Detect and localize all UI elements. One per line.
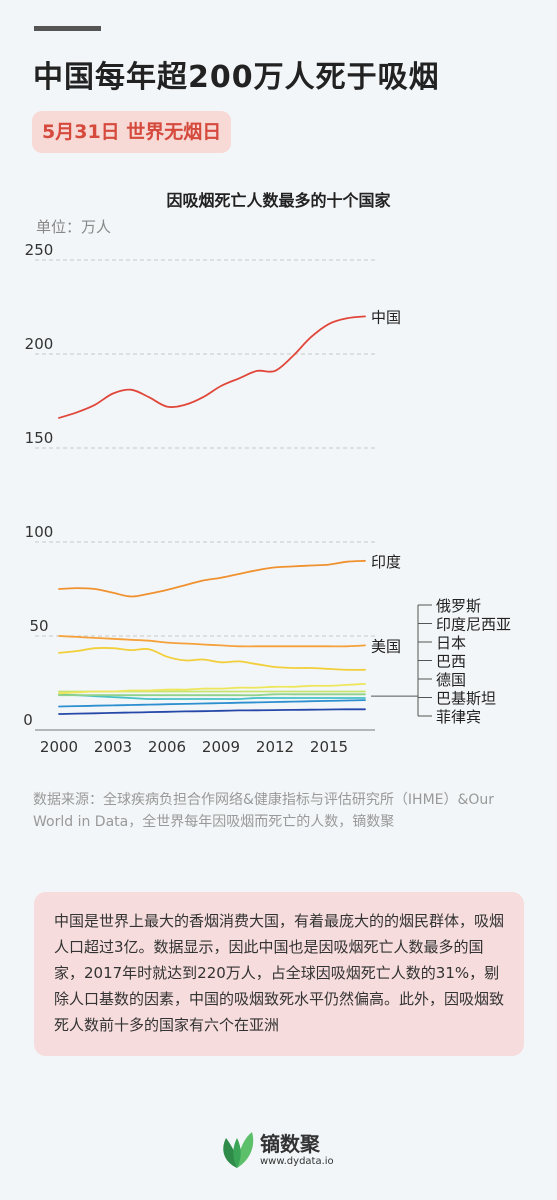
- x-tick-label: 2003: [94, 738, 132, 756]
- y-tick-label: 250: [25, 241, 54, 259]
- series-line: [58, 699, 366, 708]
- series-line: [58, 708, 366, 715]
- series-label: 菲律宾: [436, 708, 481, 726]
- series-label: 美国: [371, 637, 401, 655]
- description-box: 中国是世界上最大的香烟消费大国，有着最庞大的的烟民群体，吸烟人口超过3亿。数据显…: [34, 892, 524, 1056]
- chart-title: 因吸烟死亡人数最多的十个国家: [166, 191, 391, 210]
- page-title: 中国每年超200万人死于吸烟: [33, 60, 440, 95]
- y-tick-label: 100: [25, 523, 54, 541]
- series-label: 巴西: [436, 653, 466, 671]
- y-tick-label: 0: [23, 711, 33, 729]
- footer-brand: 镝数聚 www.dydata.io: [218, 1128, 358, 1172]
- series-label: 俄罗斯: [436, 597, 481, 615]
- x-tick-label: 2006: [148, 738, 186, 756]
- series-line: [58, 559, 366, 598]
- x-tick-label: 2015: [310, 738, 348, 756]
- brand-url: www.dydata.io: [260, 1156, 334, 1167]
- series-label: 印度: [371, 553, 401, 571]
- x-tick-label: 2009: [202, 738, 240, 756]
- series-label: 中国: [371, 308, 401, 326]
- series-label: 德国: [436, 671, 466, 689]
- date-badge: 5月31日 世界无烟日: [32, 111, 232, 153]
- series-label: 印度尼西亚: [436, 616, 511, 634]
- leaf-logo-icon: [223, 1132, 254, 1168]
- y-tick-label: 200: [25, 335, 54, 353]
- series-line: [58, 693, 366, 700]
- series-line: [58, 693, 366, 697]
- series-label: 日本: [436, 634, 466, 652]
- x-tick-label: 2012: [256, 738, 294, 756]
- y-tick-label: 150: [25, 429, 54, 447]
- source-note: 数据来源：全球疾病负担合作网络&健康指标与评估研究所（IHME）&Our Wor…: [33, 792, 495, 830]
- description-text: 中国是世界上最大的香烟消费大国，有着最庞大的的烟民群体，吸烟人口超过3亿。数据显…: [54, 912, 505, 1034]
- series-line: [58, 635, 366, 648]
- series-line: [58, 683, 366, 695]
- series-line: [58, 647, 366, 671]
- top-accent-bar: [34, 26, 101, 31]
- unit-label: 单位：万人: [36, 218, 112, 236]
- y-tick-label: 50: [29, 617, 48, 635]
- line-chart: 0 50 100 150 200 250 2000 2003 2006 2009 2012 2015 中…: [23, 241, 511, 756]
- series-label: 巴基斯坦: [436, 690, 496, 708]
- x-tick-label: 2000: [40, 738, 78, 756]
- series-line: [58, 315, 366, 419]
- brand-name: 镝数聚: [260, 1132, 320, 1156]
